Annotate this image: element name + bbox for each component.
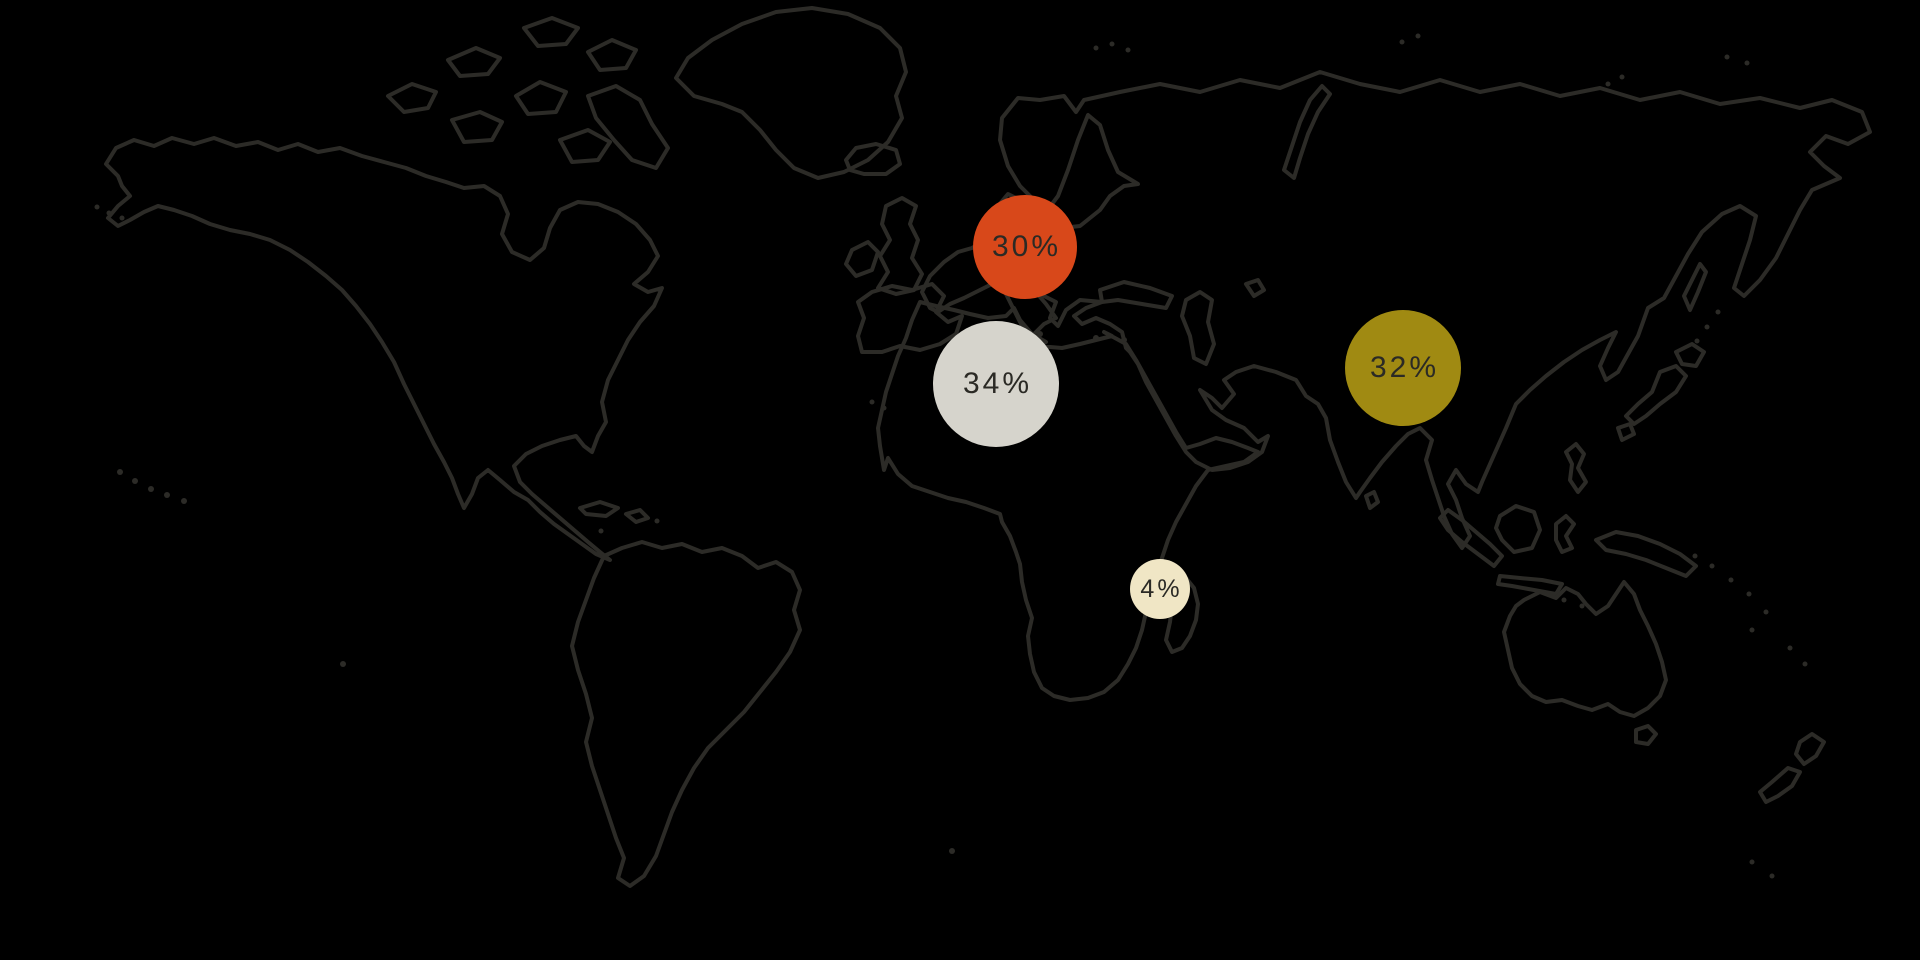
arctic-islands-outline	[386, 16, 670, 170]
bubble-value-label: 4%	[1140, 574, 1183, 603]
caribbean-islands-outline	[578, 500, 660, 534]
bubble-southeast-africa: 4%	[1130, 559, 1190, 619]
bubble-value-label: 34%	[962, 367, 1033, 400]
bubble-north-africa: 34%	[933, 321, 1059, 447]
black-sea-outline	[1098, 280, 1174, 310]
pacific-islands-dots	[1692, 553, 1808, 667]
north-america-outline	[104, 136, 664, 562]
bubble-value-label: 32%	[1369, 351, 1440, 384]
iceland-outline	[844, 142, 902, 176]
south-america-outline	[570, 540, 802, 888]
sakhalin-outline	[1682, 262, 1708, 312]
aleutian-islands-dots	[94, 204, 125, 221]
arctic-small-islands-dots	[1093, 33, 1750, 87]
tasmania-outline	[1634, 724, 1658, 746]
bubble-south-asia: 32%	[1345, 310, 1461, 426]
kuril-islands-dots	[1694, 309, 1721, 344]
iberia-outline	[856, 282, 964, 354]
novaya-zemlya-outline	[1282, 84, 1332, 180]
ireland-outline	[844, 240, 880, 278]
caspian-sea-outline	[1180, 290, 1216, 366]
australia-outline	[1502, 580, 1668, 718]
bubble-europe: 30%	[973, 195, 1077, 299]
madagascar-outline	[1164, 576, 1200, 654]
great-britain-outline	[876, 196, 924, 296]
greenland-outline	[674, 6, 908, 180]
japan-outline	[1616, 342, 1706, 442]
small-islands-dots	[340, 331, 1127, 854]
new-zealand-outline	[1749, 732, 1826, 879]
bubble-value-label: 30%	[991, 230, 1062, 263]
sri-lanka-outline	[1364, 490, 1380, 510]
aral-sea-outline	[1244, 278, 1266, 298]
southeast-asia-islands-outline	[1438, 442, 1698, 609]
hawaii-islands-dots	[117, 469, 187, 504]
